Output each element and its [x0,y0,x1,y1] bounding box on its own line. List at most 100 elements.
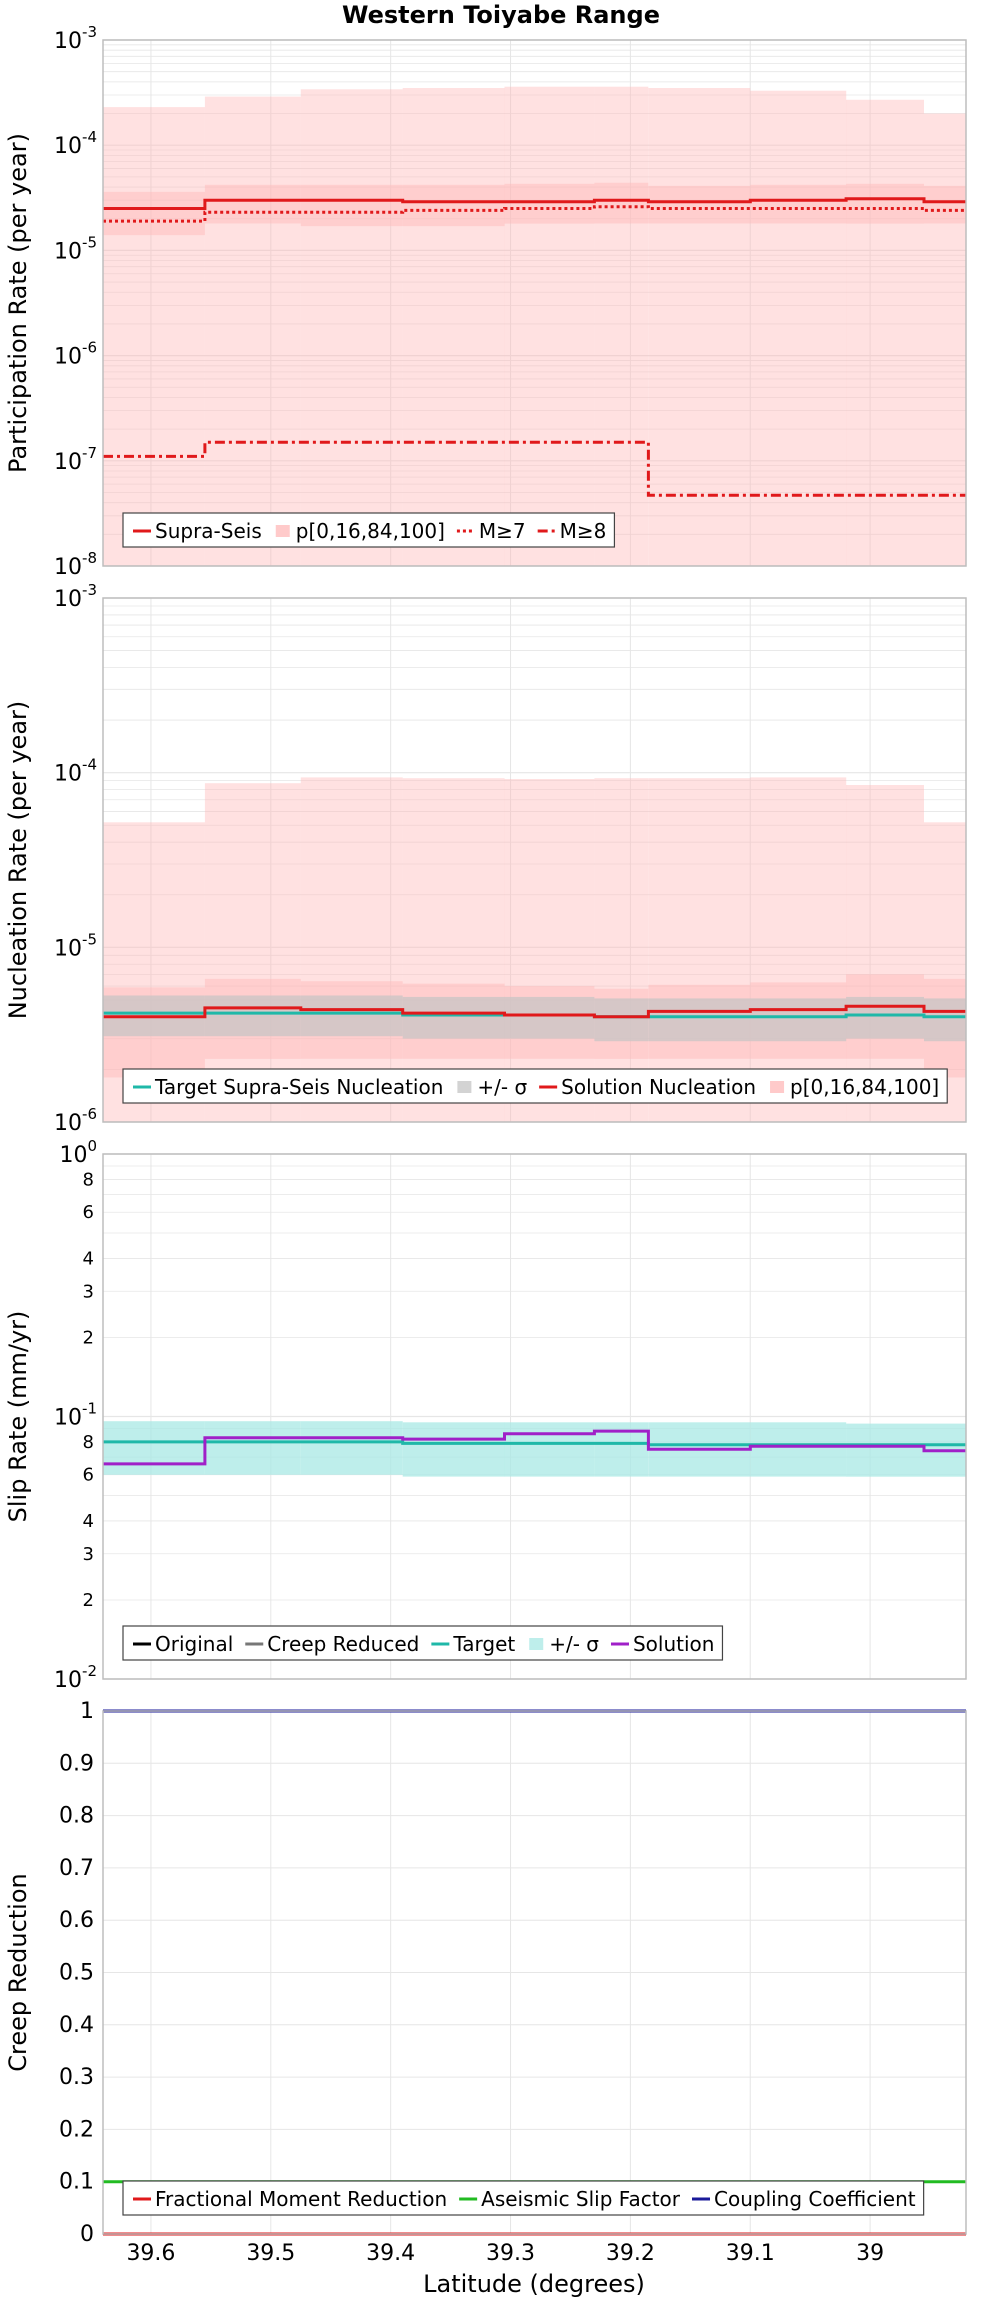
band-segment [750,1422,847,1477]
plot-frame [102,597,967,1123]
legend-entry: Aseismic Slip Factor [459,2187,681,2211]
y-minor-tick-label: 2 [83,1590,94,1611]
legend: Original Creep Reduced Target +/- σ Solution [122,1625,724,1661]
band-segment [594,182,649,224]
y-tick-label: 100 [59,1137,97,1168]
series-line [103,205,966,223]
band-segment [204,1421,301,1475]
band-segment [103,1421,205,1475]
band-segment [300,184,403,227]
plot-frame [102,39,967,567]
y-tick-label: 0.5 [59,1961,94,1986]
y-tick-label: 10-3 [54,23,97,54]
y-tick-label: 10-6 [54,1105,97,1136]
y-minor-tick-label: 3 [83,1281,94,1302]
legend-label: Coupling Coefficient [714,2187,916,2211]
legend-entry: Target Supra-Seis Nucleation [133,1075,443,1099]
band-segment [402,1422,505,1477]
plot-frame [102,1710,967,2235]
series-line [103,197,966,210]
band-segment [204,783,301,1122]
band-segment [504,86,595,566]
band-segment [750,777,847,1122]
y-tick-label: 1 [80,1699,94,1724]
y-tick-label: 10-8 [54,549,97,580]
legend-entry: Target [431,1632,515,1656]
x-tick-label: 39.1 [726,2241,775,2266]
legend-label: Target [452,1632,515,1656]
x-axis: 39.6 39.5 39.4 39.3 39.2 39.1 39 [126,2241,884,2266]
legend-entry: Original [133,1632,233,1656]
legend-entry: Solution Nucleation [539,1075,756,1099]
band-segment [846,99,924,567]
legend-label: +/- σ [549,1632,599,1656]
legend-entry: p[0,16,84,100] [770,1075,939,1099]
band-segment [204,96,301,566]
band-segment [648,778,751,1122]
band-segment [300,1421,403,1475]
legend-entry: +/- σ [457,1075,527,1099]
x-tick-label: 39.3 [486,2241,535,2266]
band-segment [648,998,751,1042]
band-segment [594,86,649,566]
y-minor-tick-label: 6 [83,1465,94,1486]
legend: Supra-Seis p[0,16,84,100] M≥7 M≥8 [122,512,616,548]
band-segment [402,184,505,227]
y-tick-label: 10-6 [54,339,97,370]
band-segment [402,88,505,566]
x-tick-label: 39.2 [606,2241,655,2266]
legend-swatch [457,1081,472,1093]
legend-entry: Solution [610,1632,714,1656]
legend-label: p[0,16,84,100] [296,519,445,543]
legend-swatch [770,1081,785,1093]
legend-label: M≥8 [560,519,607,543]
chart-title: Western Toiyabe Range [342,1,660,29]
y-tick-label: 0.8 [59,1804,94,1829]
y-tick-label: 0.3 [59,2065,94,2090]
y-tick-label: 10-7 [54,444,97,475]
y-minor-tick-label: 8 [83,1169,94,1190]
y-tick-label: 10-3 [54,581,97,612]
y-tick-label: 10-2 [54,1662,97,1693]
y-tick-label: 10-4 [54,128,97,159]
band-segment [846,785,924,1122]
legend-label: Solution Nucleation [561,1075,756,1099]
legend-entry: p[0,16,84,100] [275,519,445,543]
legend-label: Fractional Moment Reduction [155,2187,447,2211]
legend-label: Original [155,1632,233,1656]
y-tick-label: 10-5 [54,233,97,264]
y-tick-label: 0 [80,2222,94,2247]
x-tick-label: 39.6 [126,2241,175,2266]
legend-box [122,2180,925,2216]
y-tick-label: 0.2 [59,2117,94,2142]
y-minor-tick-label: 8 [83,1432,94,1453]
legend-label: +/- σ [477,1075,527,1099]
x-tick-label: 39.4 [366,2241,415,2266]
legend-label: Target Supra-Seis Nucleation [154,1075,443,1099]
band-segment [300,89,403,567]
band-segment [594,998,649,1042]
legend-swatch [275,525,290,537]
band-segment [402,778,505,1122]
band-segment [204,995,301,1037]
series-line [103,1004,966,1019]
band-segment [594,778,649,1122]
y-minor-tick-label: 3 [83,1544,94,1565]
band-segment [846,1423,924,1477]
band-segment [648,88,751,566]
legend-entry: Coupling Coefficient [692,2187,916,2211]
gridlines [103,1710,966,2235]
x-axis-title: Latitude (degrees) [423,2270,645,2298]
legend-entry: Supra-Seis [133,519,262,543]
y-tick-label: 0.4 [59,2013,94,2038]
band-segment [300,777,403,1122]
legend-label: Solution [633,1632,714,1656]
y-tick-label: 0.6 [59,1908,94,1933]
band-segment [504,996,595,1039]
band-segment [504,1422,595,1477]
band-segment [750,998,847,1042]
y-axis-title: Participation Rate (per year) [4,133,32,473]
legend-box [122,512,616,548]
band-segment [300,995,403,1037]
